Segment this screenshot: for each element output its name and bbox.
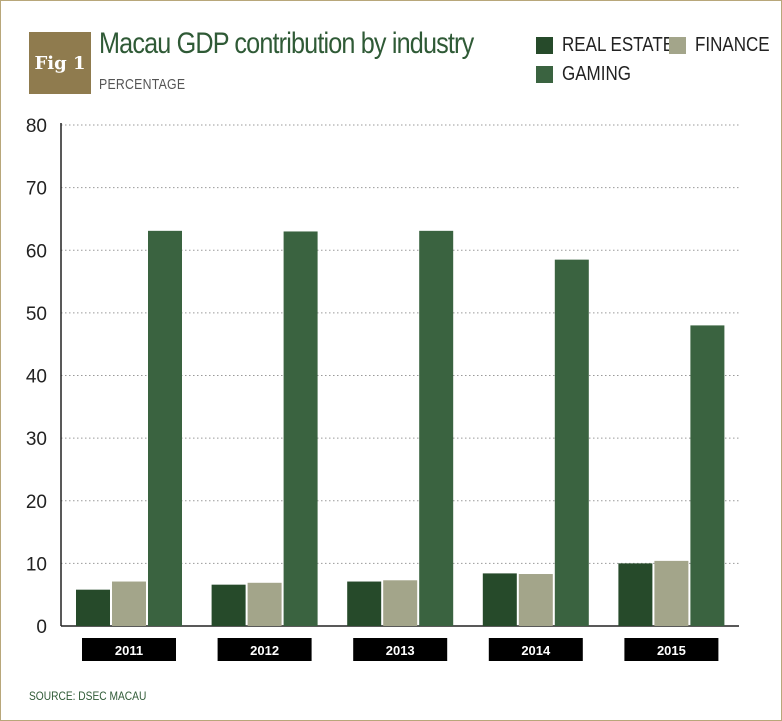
bar-finance-2011 bbox=[112, 581, 146, 626]
figure-badge: Fig 1 bbox=[29, 32, 91, 94]
bar-real-estate-2013 bbox=[347, 581, 382, 626]
legend-swatch-finance bbox=[669, 37, 686, 54]
bar-real-estate-2012 bbox=[211, 584, 246, 626]
bar-finance-2013 bbox=[383, 580, 418, 626]
bar-finance-2012 bbox=[247, 582, 282, 626]
bar-finance-2014 bbox=[518, 574, 553, 626]
chart-subtitle: PERCENTAGE bbox=[99, 76, 186, 93]
x-tick-label: 2012 bbox=[250, 643, 279, 658]
bar-gaming-2012 bbox=[283, 231, 318, 626]
x-tick-label: 2013 bbox=[386, 643, 415, 658]
x-tick-label-box bbox=[82, 638, 176, 661]
legend-label-finance: FINANCE bbox=[695, 34, 770, 56]
source-note: SOURCE: DSEC MACAU bbox=[29, 689, 147, 703]
legend-label-gaming: GAMING bbox=[562, 63, 631, 85]
bar-real-estate-2014 bbox=[482, 573, 517, 626]
bar-gaming-2014 bbox=[554, 259, 589, 626]
x-tick-label: 2014 bbox=[521, 643, 551, 658]
y-tick-label: 10 bbox=[26, 554, 47, 575]
x-tick-label-box bbox=[217, 638, 312, 661]
legend-item-gaming: GAMING bbox=[536, 63, 643, 86]
y-tick-label: 80 bbox=[26, 116, 47, 137]
chart-title: Macau GDP contribution by industry bbox=[99, 27, 474, 60]
x-tick-label: 2011 bbox=[115, 643, 143, 658]
bar-real-estate-2011 bbox=[76, 589, 110, 626]
y-tick-label: 50 bbox=[26, 304, 47, 325]
legend-swatch-gaming bbox=[536, 66, 553, 83]
y-tick-label: 70 bbox=[26, 179, 47, 200]
x-tick-label-box bbox=[624, 638, 719, 661]
bar-gaming-2015 bbox=[690, 325, 725, 626]
x-tick-label-box bbox=[353, 638, 448, 661]
bar-gaming-2013 bbox=[419, 230, 454, 626]
y-tick-label: 60 bbox=[26, 241, 47, 262]
bar-gaming-2011 bbox=[148, 230, 182, 626]
x-tick-label: 2015 bbox=[657, 643, 686, 658]
y-tick-label: 30 bbox=[26, 429, 47, 450]
legend-swatch-real-estate bbox=[536, 37, 553, 54]
bar-finance-2015 bbox=[654, 560, 689, 626]
x-tick-label-box bbox=[488, 638, 583, 661]
y-tick-label: 40 bbox=[26, 367, 47, 388]
legend-item-finance: FINANCE bbox=[669, 34, 782, 57]
legend-label-real-estate: REAL ESTATE bbox=[562, 34, 675, 56]
y-tick-label: 0 bbox=[36, 617, 47, 638]
bar-real-estate-2015 bbox=[618, 563, 653, 626]
y-tick-label: 20 bbox=[26, 492, 47, 513]
legend-item-real-estate: REAL ESTATE bbox=[536, 34, 694, 57]
